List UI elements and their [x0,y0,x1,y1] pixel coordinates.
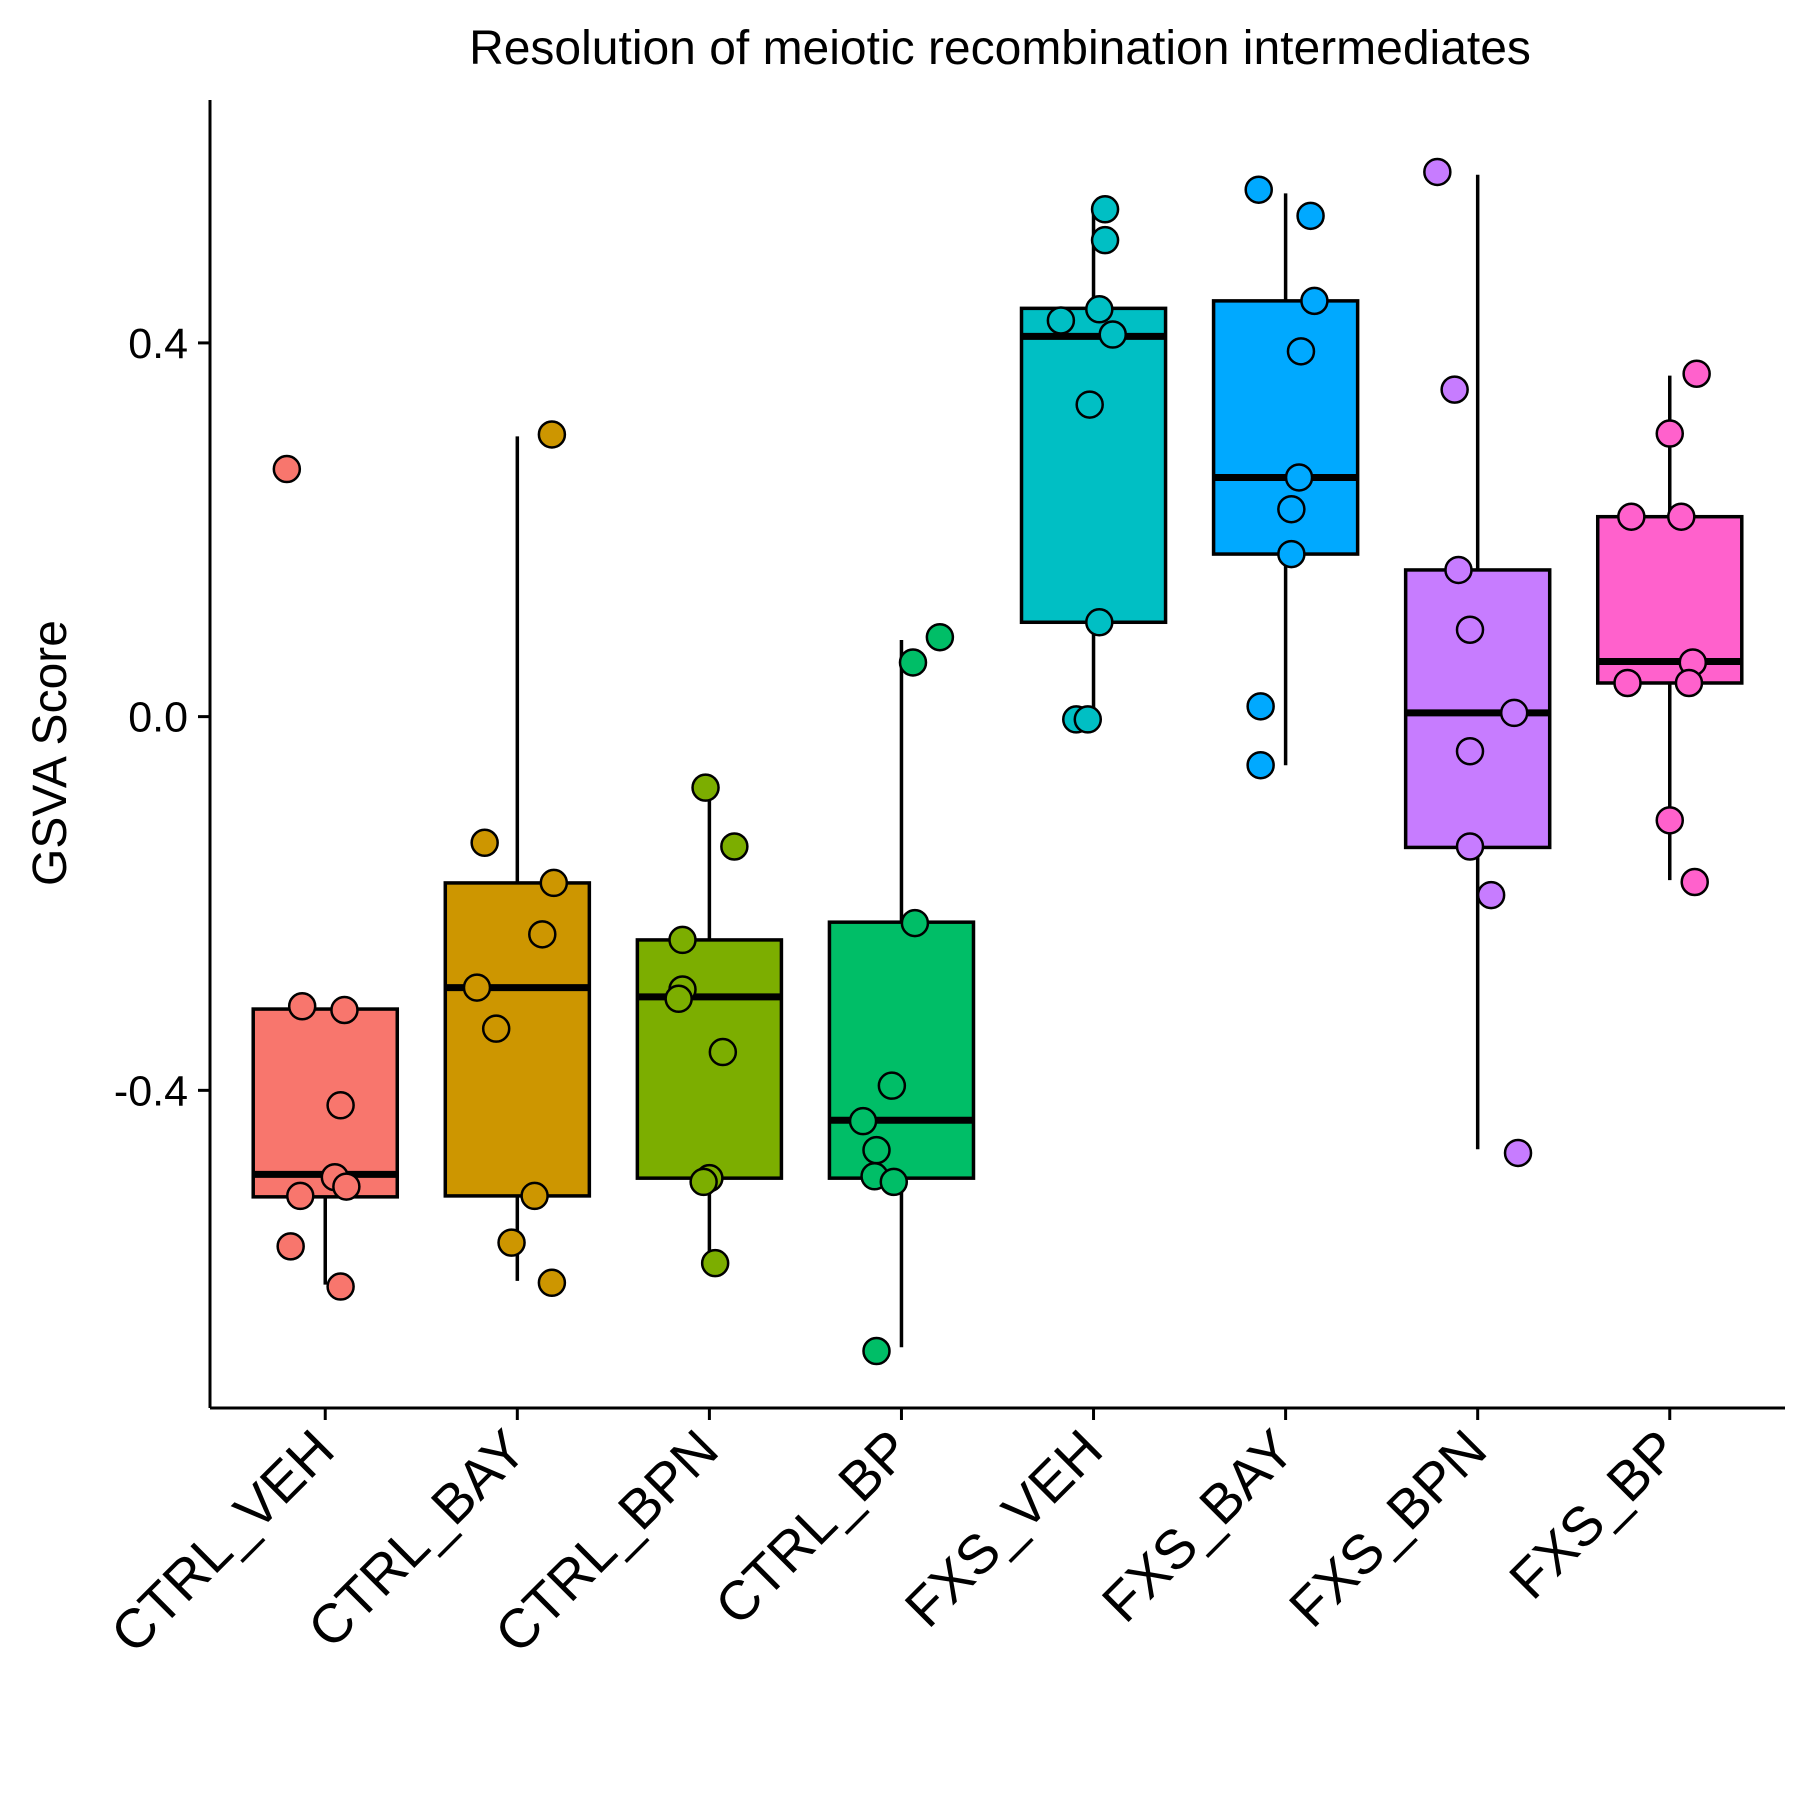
box-group-fxs-bpn [1403,157,1552,1168]
data-point [1296,201,1325,231]
data-point [1085,295,1114,324]
data-point [668,925,697,955]
data-point [1284,463,1314,492]
axes: -0.40.00.4CTRL_VEHCTRL_BAYCTRL_BPNCTRL_B… [99,100,1785,1665]
x-tick-label: FXS_BAY [1090,1418,1306,1634]
data-point [537,420,567,449]
data-point [286,1181,315,1211]
data-point [1655,806,1685,835]
data-point [287,992,317,1021]
y-tick-label: -0.4 [114,1067,188,1115]
box-group-ctrl-bp [827,622,976,1366]
data-point [1085,608,1114,637]
data-point [1286,337,1316,366]
data-point [1503,1138,1533,1168]
data-point [1667,502,1696,531]
data-point [470,828,499,858]
data-point [1440,375,1469,404]
data-point [497,1228,526,1257]
box [443,881,592,1198]
box-group-ctrl-veh [251,454,400,1301]
y-tick-label: 0.4 [128,320,188,368]
box [635,938,784,1180]
data-point [1075,390,1104,419]
box-group-fxs-bp [1595,359,1744,897]
box-group-ctrl-bpn [635,773,784,1278]
box [251,1007,400,1199]
box [1019,306,1168,625]
data-point [720,832,749,861]
data-point [689,1167,718,1197]
data-point [326,1272,355,1301]
data-point [1246,692,1275,721]
y-axis-title: GSVA Score [24,620,77,886]
data-point [1277,494,1306,524]
data-point [1476,880,1506,910]
data-point [925,622,955,652]
data-point [1046,306,1076,335]
data-point [700,1248,730,1278]
data-point [276,1232,305,1261]
data-point [1098,320,1127,349]
data-point [900,908,930,938]
data-point [1674,668,1704,698]
data-point [1682,359,1711,388]
data-point [520,1181,549,1211]
data-point [539,868,569,898]
data-point [1655,419,1685,448]
data-point [708,1037,738,1067]
data-point [1300,286,1329,316]
data-point [862,1336,891,1366]
data-point [1090,225,1120,255]
x-tick-label: CTRL_BP [703,1418,922,1637]
data-point [879,1167,909,1197]
x-tick-label: FXS_VEH [893,1418,1114,1639]
data-point [1246,750,1275,780]
data-point [898,648,928,677]
data-point [1455,615,1485,644]
data-point [1455,736,1485,766]
data-point [330,995,359,1025]
data-point [862,1135,891,1165]
data-point [537,1268,567,1298]
data-point [1613,668,1642,698]
data-point [877,1071,907,1100]
data-point [1090,195,1120,224]
plot-area [251,157,1744,1366]
data-point [691,773,720,802]
box-group-ctrl-bay [443,420,592,1298]
chart-title: Resolution of meiotic recombination inte… [469,22,1531,75]
y-tick-label: 0.0 [128,694,188,742]
data-point [664,984,693,1014]
data-point [272,454,302,484]
data-point [1680,867,1709,897]
data-point [848,1106,878,1136]
data-point [1455,832,1485,861]
box-group-fxs-bay [1211,175,1360,780]
data-point [1073,705,1103,734]
data-point [1423,157,1452,187]
data-point [481,1014,511,1043]
data-point [326,1091,355,1120]
data-point [1499,698,1529,728]
box [827,920,976,1180]
box [1403,568,1552,850]
data-point [462,973,492,1002]
data-point [1444,555,1473,585]
x-tick-label: FXS_BPN [1277,1418,1498,1639]
data-point [1277,539,1306,569]
x-tick-label: FXS_BP [1497,1418,1690,1611]
data-point [332,1172,361,1201]
data-point [1617,502,1646,531]
data-point [528,920,557,949]
data-point [1244,175,1273,204]
box-group-fxs-veh [1019,195,1168,734]
